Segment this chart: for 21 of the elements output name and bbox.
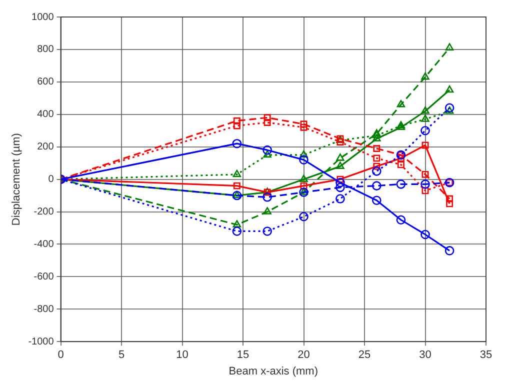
y-tick-label: 200 [37,142,54,153]
y-tick-label: 1000 [32,12,54,23]
x-tick-label: 25 [358,349,371,362]
y-tick-label: -800 [34,304,54,315]
y-tick-label: -200 [34,206,54,218]
y-tick-label: -1000 [28,336,54,348]
y-tick-label: 0 [48,174,54,186]
y-tick-label: 600 [37,76,54,88]
y-tick-label: -600 [34,271,54,282]
x-tick-label: 15 [236,349,250,362]
x-tick-label: 5 [118,349,125,362]
x-tick-label: 35 [480,349,492,362]
y-tick-label: 800 [37,44,54,56]
x-tick-label: 30 [419,349,432,362]
y-tick-label: 400 [37,109,54,120]
y-axis-title: Displacement (µm) [10,133,23,226]
x-tick-label: 20 [298,349,310,362]
y-tick-label: -400 [34,238,54,250]
x-tick-label: 0 [58,349,64,362]
x-axis-title: Beam x-axis (mm) [228,365,318,378]
x-tick-label: 10 [176,349,188,362]
